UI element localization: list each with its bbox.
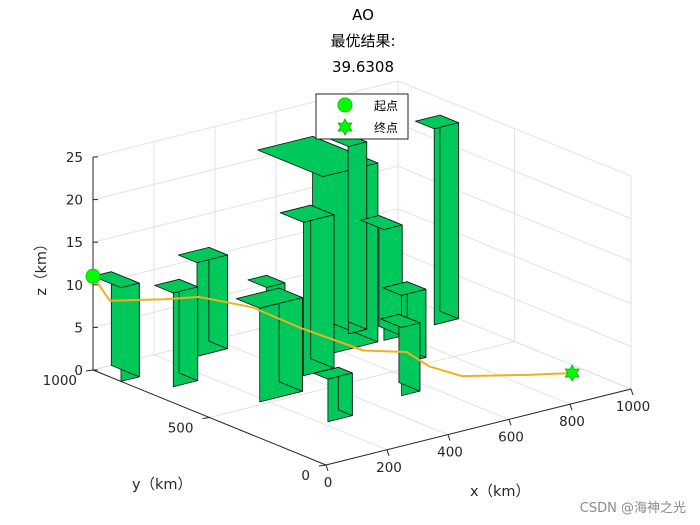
obstacle-side-face (110, 271, 140, 378)
end-marker (564, 364, 580, 382)
path-line (92, 275, 573, 378)
legend: 起点 终点 (315, 93, 409, 140)
legend-start-marker (337, 97, 353, 113)
path (85, 268, 580, 382)
z-tick-label: 15 (66, 235, 83, 251)
x-axis-line (325, 388, 632, 466)
chart-title: AO (352, 6, 374, 24)
z-tick-label: 10 (66, 278, 83, 294)
x-tick-label: 400 (437, 445, 463, 461)
x-tick-mark (447, 434, 451, 441)
obstacle-block (380, 313, 421, 397)
obstacle-top-face (380, 313, 421, 328)
legend-end-marker (337, 118, 353, 136)
obstacle-top-face (279, 204, 335, 223)
obstacle-block (415, 114, 460, 326)
y-tick-mark (202, 417, 210, 419)
x-tick-mark (508, 419, 512, 426)
obstacle-side-face (439, 114, 460, 320)
y-tick-label: 1000 (43, 373, 77, 389)
obstacle-top-face (177, 246, 228, 264)
x-tick-mark (386, 449, 390, 456)
obstacles (92, 114, 460, 423)
x-tick-mark (569, 404, 573, 411)
chart-subtitle: 最优结果: (330, 32, 395, 50)
grid-line-y-floor (209, 341, 515, 418)
obstacle-side-face (347, 133, 368, 330)
obstacle-block (313, 366, 353, 423)
obstacle-top-face (235, 287, 303, 309)
obstacle-block (154, 278, 199, 388)
obstacle-block (360, 215, 403, 341)
x-tick-label: 800 (559, 414, 585, 430)
x-tick-label: 0 (324, 475, 333, 491)
z-tick-label: 20 (66, 193, 83, 209)
obstacle-side-face (178, 278, 199, 382)
x-tick-mark (325, 464, 329, 472)
y-tick-mark (318, 464, 327, 467)
z-axis-label: z（km） (33, 236, 50, 295)
legend-label-start: 起点 (374, 99, 398, 113)
obstacle-top-face (382, 281, 427, 296)
obstacle-side-face (208, 246, 228, 350)
y-tick-label: 500 (168, 421, 194, 437)
obstacle-top-face (313, 366, 353, 380)
x-tick-mark (630, 388, 634, 396)
obstacle-side-face (278, 287, 303, 392)
start-marker (85, 268, 101, 284)
x-tick-label: 1000 (616, 399, 650, 415)
obstacle-top-face (247, 274, 286, 288)
axes (85, 156, 634, 472)
legend-box (315, 93, 409, 140)
y-tick-label: 0 (301, 468, 310, 484)
obstacle-top-face (154, 278, 199, 294)
x-axis-label: x（km） (470, 483, 530, 500)
obstacle-block (279, 204, 335, 377)
obstacle-block (177, 246, 228, 357)
obstacle-block (92, 271, 140, 382)
x-tick-label: 600 (498, 429, 524, 445)
z-tick-label: 0 (74, 363, 83, 379)
x-tick-label: 200 (376, 460, 402, 476)
y-tick-mark (85, 369, 94, 372)
obstacle-top-face (360, 215, 403, 231)
chart-result-value: 39.6308 (332, 58, 394, 76)
obstacle-top-face (415, 114, 460, 130)
z-tick-label: 5 (74, 320, 83, 336)
obstacle-top-face (92, 271, 140, 289)
z-tick-label: 25 (66, 150, 83, 166)
watermark: CSDN @海神之光 (580, 501, 686, 516)
legend-label-end: 终点 (374, 120, 398, 135)
obstacle-side-face (310, 204, 335, 369)
y-axis-label: y（km） (132, 476, 192, 493)
grid-line-z-sidewall (397, 80, 632, 177)
